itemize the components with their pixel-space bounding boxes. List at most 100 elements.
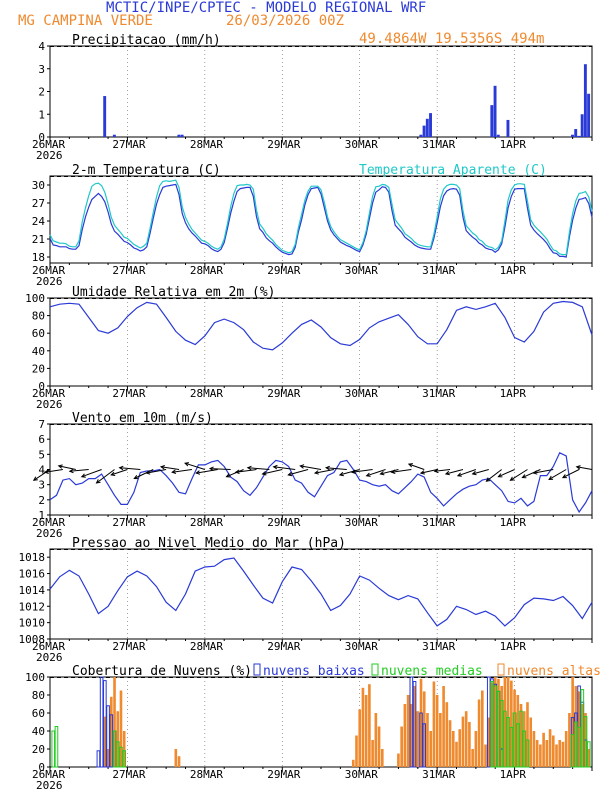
- wind-vector-arrow: [44, 469, 63, 473]
- precip-bar: [429, 113, 432, 137]
- pressure-line: [49, 557, 593, 627]
- wind-vector-head: [338, 471, 344, 477]
- wind-vector-head: [95, 479, 101, 484]
- wind-vector-head: [521, 474, 527, 479]
- wind-vector-head: [419, 470, 425, 475]
- rh-y-tick-label: 80: [32, 310, 45, 323]
- precip-x-year-label: 2026: [36, 149, 63, 162]
- wind-vector-head: [184, 462, 190, 467]
- cloud-bar-medium: [580, 689, 585, 768]
- wind-vector-head: [390, 469, 396, 474]
- cloud-bar-high: [400, 726, 403, 767]
- wind-vector-head: [379, 471, 385, 476]
- temp-x-year-label: 2026: [36, 275, 63, 288]
- cloud-bar-high: [361, 687, 365, 767]
- wind-vector-head: [299, 464, 305, 469]
- precip-bar: [112, 134, 116, 137]
- clouds-y-tick-label: 0: [38, 761, 45, 774]
- wind-vector-head: [407, 463, 413, 468]
- cloud-bar-high: [468, 722, 471, 767]
- wind-x-tick-label: 28MAR: [190, 516, 223, 529]
- cloud-bar-high: [403, 704, 407, 767]
- pressure-x-year-label: 2026: [36, 651, 63, 664]
- rh-y-tick-label: 40: [32, 345, 45, 358]
- wind-vector-arrow: [160, 466, 180, 470]
- wind-y-tick-label: 7: [38, 418, 45, 431]
- pressure-title: Pressao ao Nivel Medio do Mar (hPa): [72, 536, 346, 551]
- cloud-bar-high: [529, 717, 533, 767]
- pressure-y-tick-label: 1016: [19, 568, 46, 581]
- cloud-bar-high: [422, 691, 426, 767]
- wind-vector-head: [324, 465, 330, 471]
- cloud-bar-high: [416, 711, 420, 767]
- wind-vector-arrow: [146, 469, 167, 474]
- pressure-x-tick-label: 29MAR: [267, 640, 300, 653]
- clouds-x-tick-label: 27MAR: [112, 768, 145, 781]
- wind-vector-arrow: [209, 468, 231, 470]
- pressure-y-tick-label: 1014: [19, 584, 46, 597]
- precip-y-tick-label: 1: [38, 108, 45, 121]
- wind-vector-arrow: [510, 469, 528, 481]
- clouds-x-tick-label: 29MAR: [267, 768, 300, 781]
- precip-bar: [425, 118, 429, 137]
- pressure-y-tick-label: 1012: [19, 600, 46, 613]
- wind-vector-arrow: [498, 469, 515, 478]
- rh-x-year-label: 2026: [36, 398, 63, 411]
- cloud-bar-medium: [515, 723, 520, 768]
- cloud-bar-high: [451, 731, 455, 767]
- pressure-x-tick-label: 31MAR: [422, 640, 455, 653]
- wind-vector-arrow: [380, 469, 399, 475]
- precip-bar: [180, 134, 184, 137]
- wind-vector-head: [68, 468, 74, 474]
- wind-vector-arrow: [96, 469, 115, 484]
- legend-label-high: nuvens altas: [507, 664, 601, 679]
- wind-vector-head: [485, 477, 491, 482]
- cloud-bar-low: [412, 681, 417, 768]
- wind-y-tick-label: 2: [38, 494, 45, 507]
- clouds-title: Cobertura de Nuvens (%): [72, 664, 252, 679]
- cloud-bar-high: [587, 749, 591, 767]
- wind-vector-head: [261, 471, 267, 476]
- wind-vector-head: [350, 469, 356, 474]
- precip-bar: [583, 64, 587, 137]
- wind-vector-head: [272, 464, 278, 470]
- temp-x-tick-label: 26MAR: [32, 264, 65, 277]
- cloud-bar-low: [96, 750, 101, 768]
- cloud-bar-high: [480, 690, 484, 767]
- wind-x-tick-label: 29MAR: [267, 516, 300, 529]
- wind-vector-head: [171, 469, 177, 474]
- cloud-bar-medium: [512, 712, 517, 768]
- wind-x-tick-label: 1APR: [500, 516, 527, 529]
- precip-bar: [493, 85, 497, 137]
- cloud-bar-high: [368, 684, 371, 767]
- temp-title: 2-m Temperatura (C): [72, 163, 221, 178]
- wind-x-year-label: 2026: [36, 527, 63, 540]
- pressure-y-tick-label: 1010: [19, 617, 46, 630]
- wind-vector-head: [532, 470, 538, 475]
- precip-bar: [490, 105, 494, 137]
- cloud-bar-medium: [577, 726, 581, 768]
- temp-series-line: [49, 179, 593, 256]
- wind-vector-head: [159, 465, 165, 470]
- cloud-bar-medium: [570, 734, 575, 768]
- temp-y-tick-label: 24: [32, 215, 46, 228]
- wind-vector-arrow: [533, 469, 554, 474]
- cloud-bar-high: [574, 686, 578, 767]
- wind-vector-head: [433, 468, 439, 474]
- cloud-bar-high: [471, 749, 474, 767]
- cloud-bar-high: [380, 749, 384, 767]
- rh-x-tick-label: 29MAR: [267, 387, 300, 400]
- cloud-bar-high: [506, 677, 510, 767]
- cloud-bar-high: [358, 709, 362, 767]
- wind-y-tick-label: 4: [38, 464, 45, 477]
- wind-title: Vento em 10m (m/s): [72, 411, 213, 426]
- wind-vector-arrow: [119, 467, 141, 470]
- wind-vector-head: [287, 471, 293, 477]
- precip-bar: [419, 134, 423, 137]
- pressure-y-tick-label: 1018: [19, 551, 46, 564]
- wind-vector-arrow: [288, 469, 309, 476]
- wind-y-tick-label: 6: [38, 433, 45, 446]
- rh-line: [49, 300, 593, 351]
- cloud-bar-high: [364, 695, 368, 767]
